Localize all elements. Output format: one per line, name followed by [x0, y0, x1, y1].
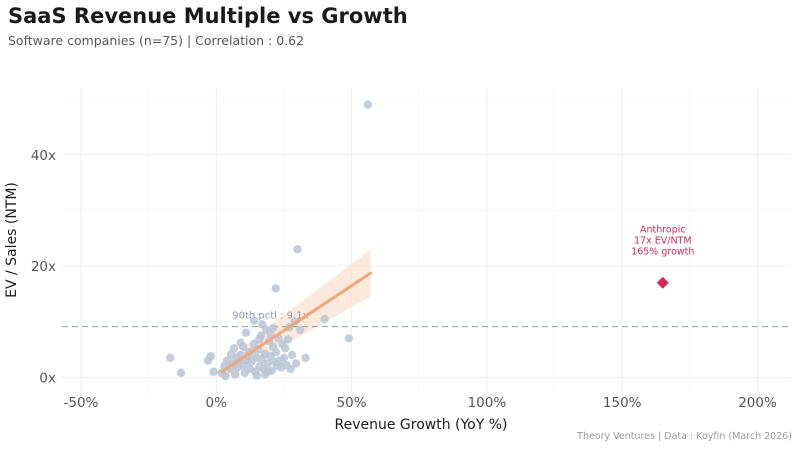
- data-point-67: [255, 335, 264, 344]
- data-point-53: [295, 325, 305, 335]
- data-point-5: [166, 353, 175, 363]
- data-point-1: [293, 245, 302, 254]
- data-point-45: [279, 353, 289, 363]
- x-axis-title: Revenue Growth (YoY %): [334, 417, 507, 433]
- data-point-64: [263, 367, 272, 376]
- y-tick-label-2: 40x: [31, 148, 56, 164]
- y-axis-ticks: 0x 20x 40x: [31, 148, 56, 387]
- highlight-point-anthropic: [656, 276, 669, 289]
- data-point-15: [231, 370, 240, 379]
- data-point-0: [363, 100, 373, 109]
- data-point-35: [263, 359, 272, 368]
- x-tick-label-0: -50%: [63, 395, 98, 411]
- data-point-50: [287, 350, 297, 360]
- data-point-73: [268, 323, 278, 332]
- reference-line-label: 90th pctl : 9.1x: [232, 311, 308, 322]
- data-point-60: [252, 371, 262, 380]
- data-point-3: [320, 314, 329, 324]
- y-tick-label-0: 0x: [39, 370, 56, 386]
- data-point-49: [286, 364, 295, 374]
- data-point-74: [221, 371, 230, 381]
- annotation-line-0: Anthropic: [640, 225, 686, 236]
- chart-title: SaaS Revenue Multiple vs Growth: [8, 4, 408, 28]
- annotation-line-2: 165% growth: [631, 247, 694, 258]
- data-point-71: [226, 350, 236, 359]
- x-axis-ticks: -50% 0% 50% 100% 150% 200%: [63, 395, 776, 411]
- data-point-70: [239, 342, 248, 351]
- data-point-56: [258, 320, 267, 329]
- data-point-41: [271, 348, 280, 357]
- y-tick-label-1: 20x: [31, 259, 56, 275]
- x-tick-label-3: 100%: [468, 395, 507, 411]
- data-point-54: [301, 353, 310, 363]
- data-point-72: [283, 335, 293, 344]
- reference-line-layer: 90th pctl : 9.1x: [62, 311, 790, 328]
- y-axis-title: EV / Sales (NTM): [4, 182, 20, 298]
- data-point-63: [272, 361, 282, 370]
- data-point-57: [241, 328, 251, 337]
- x-tick-label-2: 50%: [337, 395, 367, 411]
- data-point-52: [291, 359, 301, 368]
- points-layer: [166, 100, 373, 381]
- x-tick-label-5: 200%: [738, 395, 777, 411]
- data-point-55: [249, 316, 259, 325]
- data-point-8: [206, 351, 216, 361]
- x-tick-label-4: 150%: [603, 395, 642, 411]
- annotation-line-1: 17x EV/NTM: [634, 236, 692, 247]
- trend-line: [220, 271, 373, 374]
- trend-line-layer: [220, 271, 373, 374]
- chart-caption: Theory Ventures | Data : Koyfin (March 2…: [577, 431, 792, 442]
- chart-subtitle: Software companies (n=75) | Correlation …: [8, 33, 305, 48]
- data-point-4: [344, 334, 354, 343]
- x-tick-label-1: 0%: [206, 395, 228, 411]
- data-point-2: [271, 284, 280, 293]
- data-point-9: [209, 367, 218, 376]
- data-point-6: [176, 368, 186, 378]
